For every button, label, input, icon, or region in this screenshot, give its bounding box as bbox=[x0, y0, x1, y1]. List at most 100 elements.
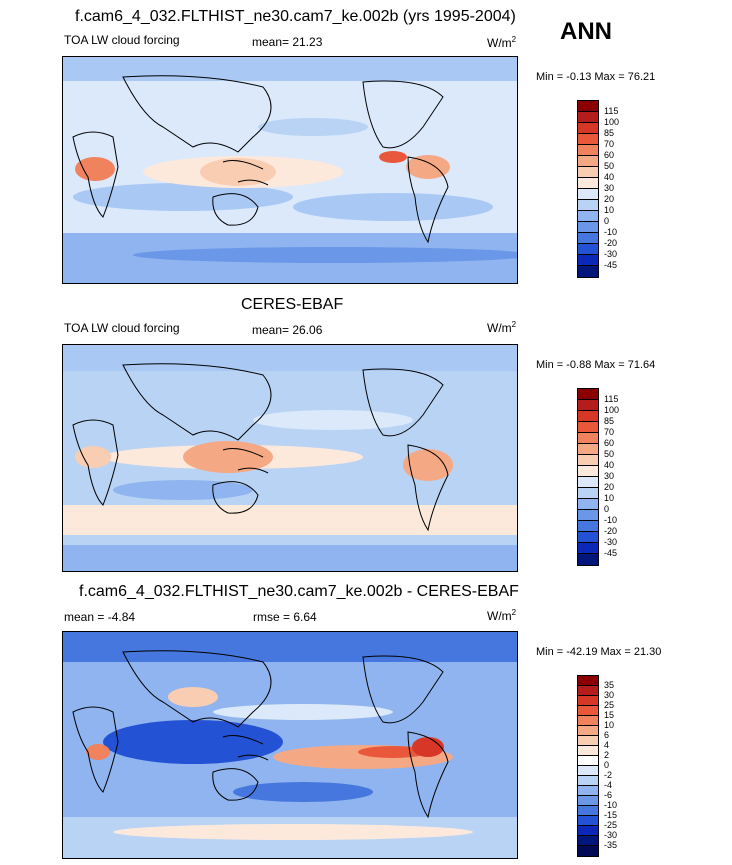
warm-pool-core bbox=[200, 158, 276, 186]
colorbar-label: -2 bbox=[604, 770, 613, 780]
colorbar-swatch bbox=[578, 455, 598, 466]
panel3-rmse-label: rmse = 6.64 bbox=[253, 610, 317, 624]
colorbar-swatch bbox=[578, 444, 598, 455]
colorbar-label: 60 bbox=[604, 438, 615, 448]
colorbar-label: 35 bbox=[604, 680, 615, 690]
colorbar-label: 40 bbox=[604, 460, 615, 470]
colorbar-swatch bbox=[578, 266, 598, 277]
colorbar-swatch bbox=[578, 532, 598, 543]
panel1-mean-label: mean= 21.23 bbox=[252, 35, 323, 49]
panel1-minmax: Min = -0.13 Max = 76.21 bbox=[536, 71, 656, 83]
panel1-colorbar bbox=[577, 100, 599, 278]
colorbar-swatch bbox=[578, 244, 598, 255]
colorbar-swatch bbox=[578, 101, 598, 112]
colorbar-swatch bbox=[578, 543, 598, 554]
colorbar-label: -10 bbox=[604, 800, 618, 810]
colorbar-label: -30 bbox=[604, 249, 618, 259]
colorbar-swatch bbox=[578, 200, 598, 211]
polar-band-north bbox=[63, 345, 517, 371]
panel1-map bbox=[62, 56, 518, 284]
colorbar-label: 10 bbox=[604, 720, 615, 730]
colorbar-label: 25 bbox=[604, 700, 615, 710]
southern-band bbox=[63, 505, 517, 535]
colorbar-swatch bbox=[578, 123, 598, 134]
panel2-colorbar bbox=[577, 388, 599, 566]
colorbar-label: 20 bbox=[604, 194, 615, 204]
colorbar-swatch bbox=[578, 189, 598, 200]
colorbar-swatch bbox=[578, 736, 598, 746]
subtropic-band bbox=[113, 480, 253, 500]
colorbar-swatch bbox=[578, 510, 598, 521]
coastlines bbox=[72, 363, 449, 532]
colorbar-swatch bbox=[578, 167, 598, 178]
colorbar-label: 100 bbox=[604, 405, 620, 415]
colorbar-label: 6 bbox=[604, 730, 610, 740]
colorbar-swatch bbox=[578, 411, 598, 422]
colorbar-label: 40 bbox=[604, 172, 615, 182]
colorbar-swatch bbox=[578, 806, 598, 816]
colorbar-swatch bbox=[578, 112, 598, 123]
polar-band-north bbox=[63, 632, 517, 662]
panel1-title: f.cam6_4_032.FLTHIST_ne30.cam7_ke.002b (… bbox=[75, 8, 516, 25]
subtropic-band bbox=[73, 183, 293, 211]
colorbar-label: 15 bbox=[604, 710, 615, 720]
amazon-convection bbox=[406, 155, 450, 179]
panel2-minmax: Min = -0.88 Max = 71.64 bbox=[536, 359, 656, 371]
colorbar-label: 2 bbox=[604, 750, 610, 760]
colorbar-label: -20 bbox=[604, 238, 618, 248]
panel3-units: W/m2 bbox=[487, 608, 517, 623]
colorbar-swatch bbox=[578, 716, 598, 726]
colorbar-label: 50 bbox=[604, 449, 615, 459]
season-label: ANN bbox=[560, 18, 612, 45]
africa-convection bbox=[75, 157, 115, 181]
colorbar-swatch bbox=[578, 726, 598, 736]
panel1-units: W/m2 bbox=[487, 35, 517, 50]
colorbar-label: 0 bbox=[604, 504, 610, 514]
colorbar-swatch bbox=[578, 826, 598, 836]
colorbar-swatch bbox=[578, 706, 598, 716]
colorbar-label: -30 bbox=[604, 830, 618, 840]
colorbar-swatch bbox=[578, 222, 598, 233]
colorbar-label: -45 bbox=[604, 548, 618, 558]
storm-track bbox=[253, 410, 413, 430]
colorbar-swatch bbox=[578, 521, 598, 532]
panel1-variable-label: TOA LW cloud forcing bbox=[64, 33, 180, 47]
panel3-mean-label: mean = -4.84 bbox=[64, 610, 136, 624]
panel1-map-plot bbox=[63, 57, 517, 283]
colorbar-swatch bbox=[578, 816, 598, 826]
panel3-title: f.cam6_4_032.FLTHIST_ne30.cam7_ke.002b -… bbox=[79, 583, 519, 600]
colorbar-swatch bbox=[578, 156, 598, 167]
colorbar-swatch bbox=[578, 422, 598, 433]
colorbar-swatch bbox=[578, 499, 598, 510]
panel3-minmax: Min = -42.19 Max = 21.30 bbox=[536, 646, 662, 658]
colorbar-label: 0 bbox=[604, 216, 610, 226]
colorbar-label: 70 bbox=[604, 139, 615, 149]
colorbar-swatch bbox=[578, 400, 598, 411]
asia-excess bbox=[168, 687, 218, 707]
subtropic-band bbox=[293, 193, 493, 221]
colorbar-label: 100 bbox=[604, 117, 620, 127]
colorbar-label: -35 bbox=[604, 840, 618, 850]
colorbar-label: -20 bbox=[604, 526, 618, 536]
colorbar-swatch bbox=[578, 776, 598, 786]
warm-pool-core bbox=[183, 441, 273, 473]
colorbar-swatch bbox=[578, 796, 598, 806]
panel3-map bbox=[62, 631, 518, 859]
africa-convection bbox=[75, 446, 111, 468]
colorbar-label: 30 bbox=[604, 690, 615, 700]
colorbar-label: -4 bbox=[604, 780, 613, 790]
colorbar-label: 85 bbox=[604, 128, 615, 138]
colorbar-swatch bbox=[578, 696, 598, 706]
colorbar-swatch bbox=[578, 766, 598, 776]
colorbar-swatch bbox=[578, 466, 598, 477]
colorbar-label: 10 bbox=[604, 205, 615, 215]
colorbar-swatch bbox=[578, 211, 598, 222]
colorbar-label: -25 bbox=[604, 820, 618, 830]
colorbar-label: 10 bbox=[604, 493, 615, 503]
colorbar-swatch bbox=[578, 786, 598, 796]
panel2-map-plot bbox=[63, 345, 517, 571]
southern-ocean bbox=[113, 824, 473, 840]
colorbar-label: 60 bbox=[604, 150, 615, 160]
colorbar-label: 30 bbox=[604, 471, 615, 481]
panel2-title: CERES-EBAF bbox=[241, 296, 344, 313]
